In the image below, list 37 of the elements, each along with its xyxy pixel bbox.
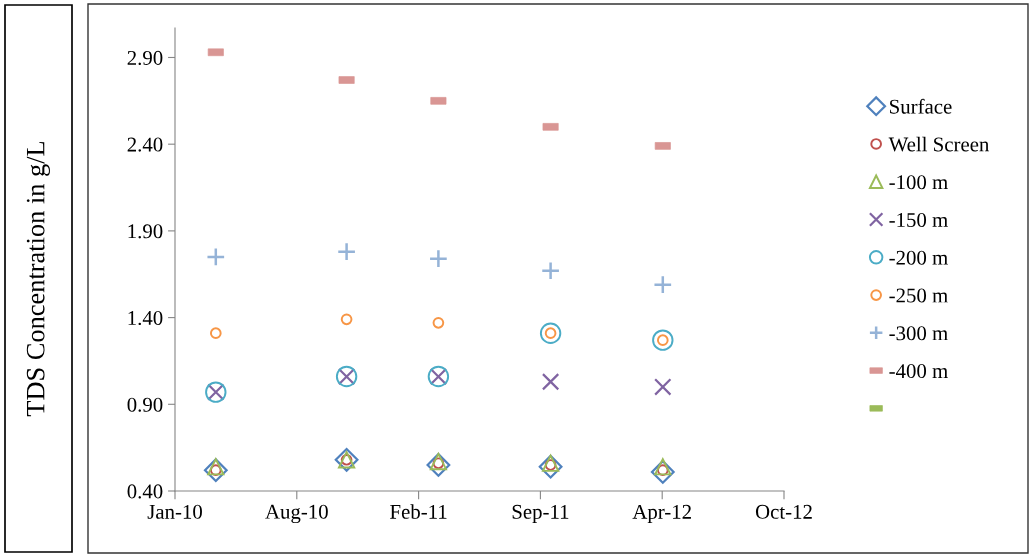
point <box>428 249 448 269</box>
x-tick-label: Apr-12 <box>632 504 691 524</box>
point <box>653 275 673 295</box>
x-tick-label: Sep-11 <box>512 504 569 524</box>
legend-label: Well Screen <box>888 136 990 152</box>
x-tick-label: Aug-10 <box>265 504 328 524</box>
y-tick-label: 2.90 <box>127 50 163 65</box>
point <box>340 313 353 326</box>
point <box>541 373 560 391</box>
point <box>209 327 222 340</box>
point <box>538 454 563 479</box>
point <box>541 261 561 281</box>
point <box>203 458 228 483</box>
point <box>426 453 451 477</box>
x-tick-label: Jan-10 <box>147 504 202 519</box>
y-tick-label: 1.40 <box>128 310 163 326</box>
x-tick-label: Oct-12 <box>755 504 812 519</box>
y-tick-label: 2.40 <box>127 137 163 152</box>
legend-label: -400 m <box>889 364 948 379</box>
y-tick-label: 0.40 <box>127 484 163 499</box>
point <box>650 460 675 484</box>
legend-label: -250 m <box>889 288 948 303</box>
x-tick-label: Feb-11 <box>390 504 447 519</box>
point <box>654 378 672 396</box>
point <box>206 247 226 267</box>
y-tick-label: 0.90 <box>127 397 163 412</box>
legend-label: Surface <box>890 98 952 114</box>
y-axis-title: TDS Concentration in g/L <box>26 141 50 417</box>
legend-label: -100 m <box>889 175 948 190</box>
y-tick-label: 1.90 <box>128 224 163 239</box>
point <box>432 316 445 329</box>
point <box>652 329 674 351</box>
legend-label: -150 m <box>889 212 948 228</box>
legend-label: -300 m <box>889 326 948 341</box>
point <box>337 242 357 262</box>
legend-label: -200 m <box>889 250 948 265</box>
point <box>539 322 562 344</box>
